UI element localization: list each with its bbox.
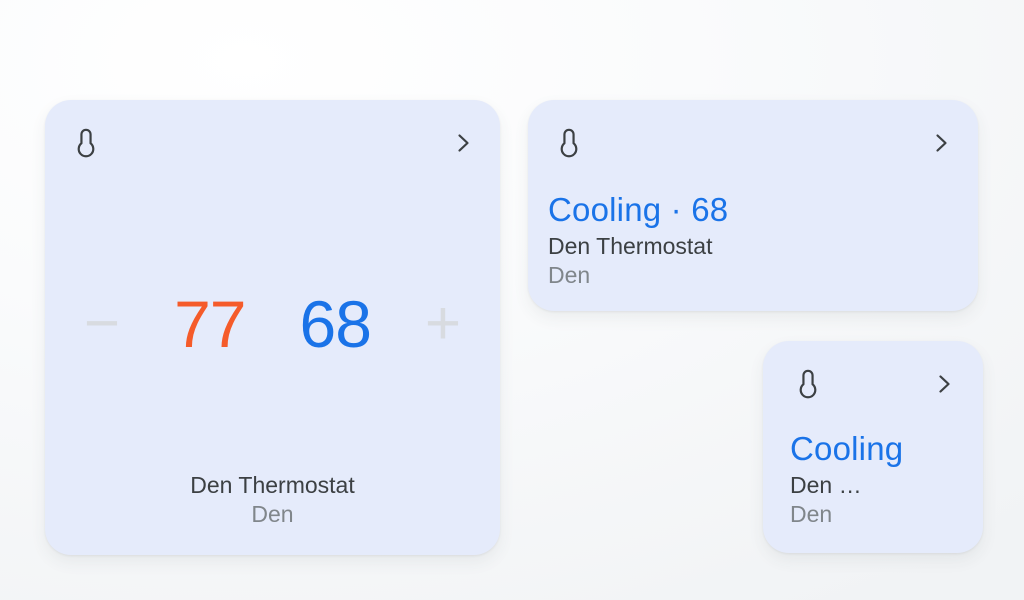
temperature-decrease-button[interactable]: − — [83, 289, 121, 358]
card-body: Cooling · 68 Den Thermostat Den — [548, 189, 962, 290]
chevron-right-icon[interactable] — [933, 373, 955, 395]
card-header — [763, 341, 983, 400]
thermometer-icon — [558, 128, 580, 159]
status-text: Cooling — [790, 430, 904, 467]
room-name: Den — [790, 501, 833, 527]
device-name: Den … — [790, 472, 862, 498]
thermostat-control-card[interactable]: − 77 68 + Den Thermostat Den — [45, 100, 500, 555]
room-name: Den — [548, 262, 591, 288]
temperature-increase-button[interactable]: + — [424, 289, 462, 358]
chevron-right-icon[interactable] — [452, 132, 474, 154]
thermostat-status-card-compact[interactable]: Cooling Den … Den — [763, 341, 983, 553]
thermostat-status-card-wide[interactable]: Cooling · 68 Den Thermostat Den — [528, 100, 978, 311]
room-name: Den — [251, 501, 294, 527]
card-header — [45, 100, 500, 159]
thermometer-icon — [75, 128, 97, 159]
thermometer-icon — [797, 369, 819, 400]
status-text: Cooling · 68 — [548, 191, 729, 228]
card-footer-labels: Den Thermostat Den — [45, 470, 500, 529]
device-name: Den Thermostat — [190, 472, 355, 498]
setpoint-row: − 77 68 + — [45, 276, 500, 372]
cool-setpoint-value: 68 — [299, 287, 372, 361]
device-name: Den Thermostat — [548, 233, 713, 259]
heat-setpoint-value: 77 — [174, 287, 246, 361]
card-header — [528, 100, 978, 159]
card-body: Cooling Den … Den — [790, 428, 967, 529]
chevron-right-icon[interactable] — [930, 132, 952, 154]
